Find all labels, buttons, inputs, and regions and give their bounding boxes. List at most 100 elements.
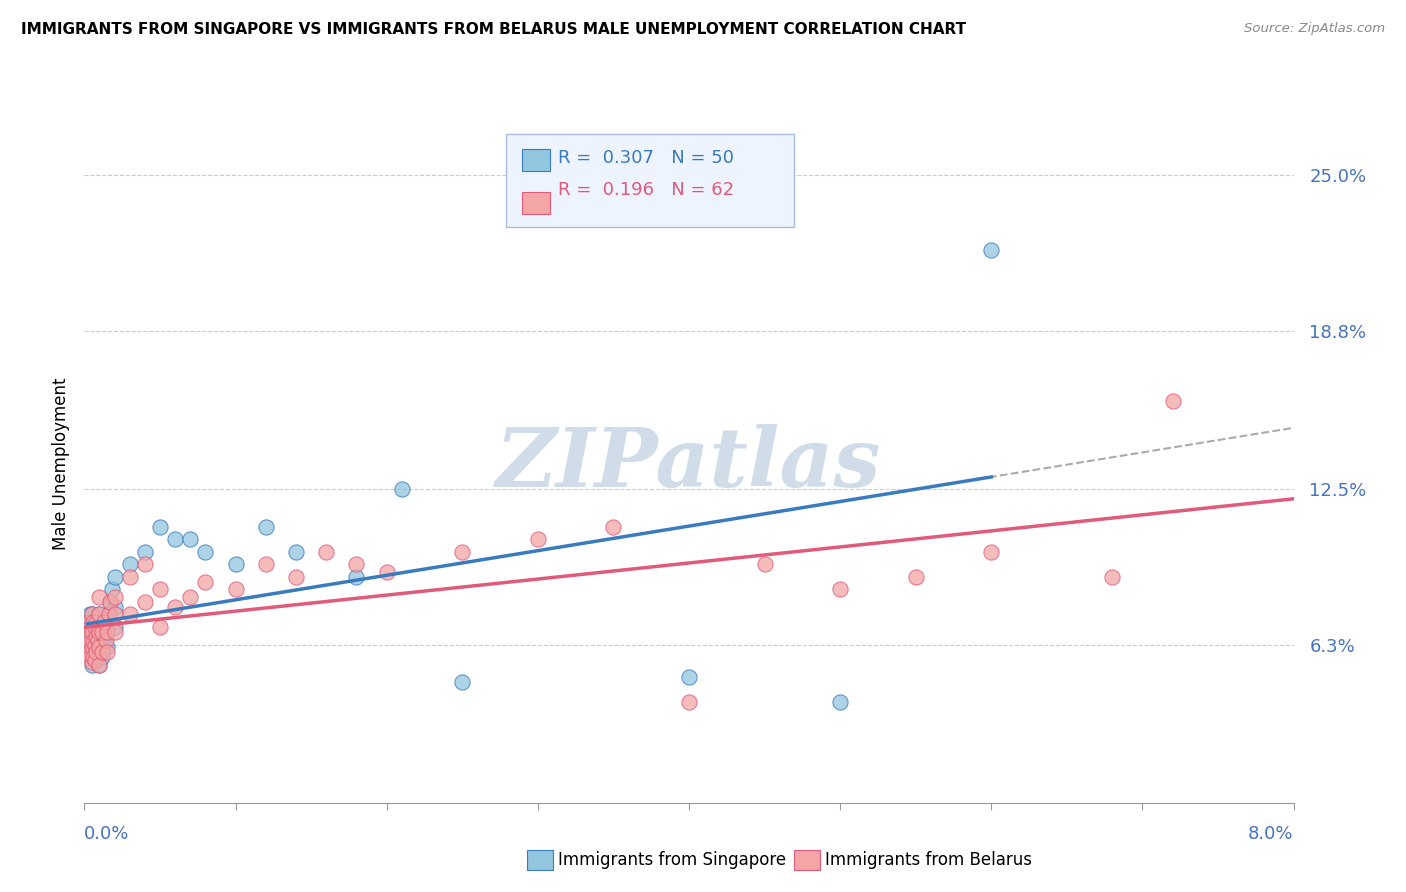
Point xyxy=(94,632,117,647)
Point xyxy=(82,650,104,665)
Text: Source: ZipAtlas.com: Source: ZipAtlas.com xyxy=(1244,22,1385,36)
Text: ZIPatlas: ZIPatlas xyxy=(496,424,882,504)
Point xyxy=(179,590,201,604)
Point xyxy=(80,607,103,622)
Point xyxy=(134,558,156,572)
Point xyxy=(346,570,368,584)
Point xyxy=(96,645,118,659)
Point xyxy=(82,615,104,629)
Text: R =  0.307   N = 50: R = 0.307 N = 50 xyxy=(558,149,734,167)
Point xyxy=(79,635,101,649)
Point xyxy=(391,482,413,496)
Point xyxy=(97,607,120,622)
Point xyxy=(134,545,156,559)
Point xyxy=(94,620,117,634)
Point xyxy=(91,650,114,665)
Point xyxy=(89,657,111,672)
Point xyxy=(93,632,115,647)
Point xyxy=(93,615,115,629)
Point xyxy=(1101,570,1123,584)
Point xyxy=(80,655,103,669)
Point xyxy=(91,615,114,629)
Point xyxy=(104,590,127,604)
Point xyxy=(80,625,103,640)
Point xyxy=(254,519,277,533)
Point xyxy=(149,582,172,597)
Point xyxy=(904,570,927,584)
Point xyxy=(1161,394,1184,409)
Point xyxy=(86,632,108,647)
Point xyxy=(89,625,111,640)
Point xyxy=(165,532,187,546)
Point xyxy=(77,625,100,640)
Point xyxy=(346,558,368,572)
Point xyxy=(104,599,127,614)
Point xyxy=(86,630,108,644)
Point xyxy=(82,632,104,647)
Point xyxy=(79,607,101,622)
Text: IMMIGRANTS FROM SINGAPORE VS IMMIGRANTS FROM BELARUS MALE UNEMPLOYMENT CORRELATI: IMMIGRANTS FROM SINGAPORE VS IMMIGRANTS … xyxy=(21,22,966,37)
Point xyxy=(77,645,100,659)
Point xyxy=(100,582,122,597)
Point xyxy=(89,640,111,654)
Point xyxy=(84,645,107,659)
Point xyxy=(165,599,187,614)
Point xyxy=(225,582,247,597)
Point xyxy=(80,640,103,654)
Point xyxy=(76,632,98,647)
Point xyxy=(149,519,172,533)
Point xyxy=(84,638,107,652)
Point xyxy=(149,620,172,634)
Point xyxy=(225,558,247,572)
Point xyxy=(82,620,104,634)
Point xyxy=(118,558,141,572)
Point xyxy=(80,607,103,622)
Point xyxy=(284,570,308,584)
Point xyxy=(84,625,107,640)
Point xyxy=(87,625,110,640)
Text: R =  0.196   N = 62: R = 0.196 N = 62 xyxy=(558,181,734,199)
Point xyxy=(527,532,550,546)
Point xyxy=(104,620,127,634)
Point xyxy=(82,635,104,649)
Point xyxy=(118,607,141,622)
Point xyxy=(80,625,103,640)
Point xyxy=(98,595,121,609)
Point xyxy=(79,625,101,640)
Point xyxy=(91,625,114,640)
Point xyxy=(96,640,118,654)
Point xyxy=(104,625,127,640)
Point xyxy=(89,590,111,604)
Point xyxy=(84,620,107,634)
Point xyxy=(79,645,101,659)
Point xyxy=(104,607,127,622)
Point xyxy=(375,565,398,579)
Point xyxy=(89,657,111,672)
Point xyxy=(179,532,201,546)
Point xyxy=(80,657,103,672)
Point xyxy=(754,558,776,572)
Point xyxy=(87,645,110,659)
Point xyxy=(284,545,308,559)
Point xyxy=(76,638,98,652)
Text: 0.0%: 0.0% xyxy=(84,825,129,843)
Point xyxy=(89,640,111,654)
Point xyxy=(79,650,101,665)
Point xyxy=(97,615,120,629)
Point xyxy=(451,545,474,559)
Point xyxy=(254,558,277,572)
Point xyxy=(77,615,100,629)
Point xyxy=(77,615,100,629)
Point xyxy=(89,607,111,622)
Point xyxy=(86,645,108,659)
Point xyxy=(86,615,108,629)
Point xyxy=(451,675,474,690)
Point xyxy=(602,519,624,533)
Text: Immigrants from Singapore: Immigrants from Singapore xyxy=(558,851,786,869)
Point xyxy=(82,650,104,665)
Point xyxy=(980,545,1002,559)
Point xyxy=(79,620,101,634)
Point xyxy=(89,625,111,640)
Text: 8.0%: 8.0% xyxy=(1249,825,1294,843)
Point xyxy=(89,607,111,622)
